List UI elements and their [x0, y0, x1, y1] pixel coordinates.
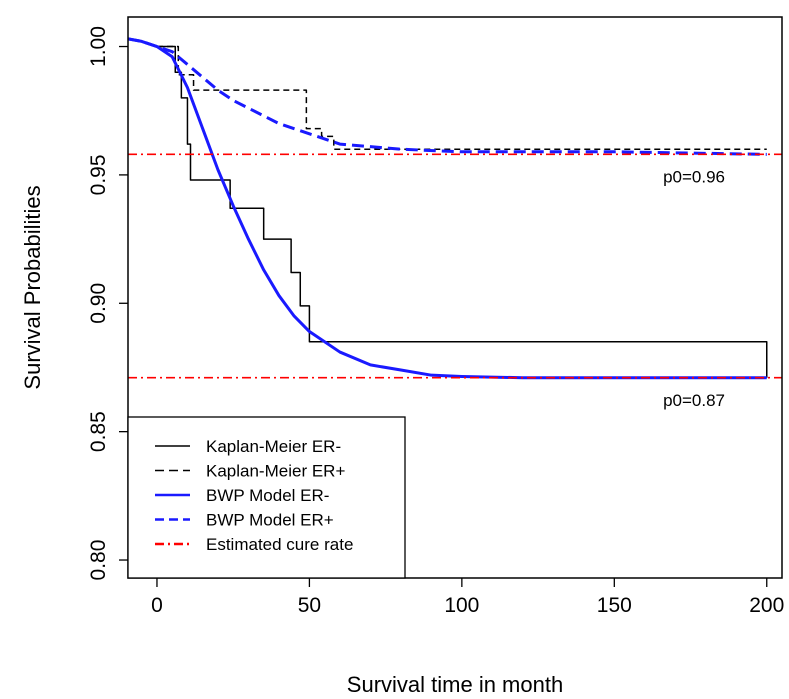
plot-frame [127, 16, 783, 579]
legend-label: Kaplan-Meier ER- [206, 437, 341, 456]
series-kaplan-meier-er [156, 45, 768, 378]
annotations: p0=0.96 p0=0.87 [663, 168, 725, 410]
y-tick-label: 0.95 [87, 154, 110, 195]
y-tick-label: 0.85 [87, 411, 110, 452]
y-axis-title: Survival Probabilities [20, 185, 45, 389]
x-axis: 0 50 100 150 200 [151, 578, 784, 617]
legend-label: BWP Model ER+ [206, 511, 334, 530]
x-tick-label: 150 [597, 594, 632, 617]
y-tick-label: 0.80 [87, 540, 110, 581]
legend-label: BWP Model ER- [206, 486, 329, 505]
legend-label: Kaplan-Meier ER+ [206, 462, 345, 481]
series-kaplan-meier-er [156, 45, 767, 150]
x-tick-label: 100 [444, 594, 479, 617]
cure-rate-lines [128, 153, 782, 379]
y-tick-label: 1.00 [87, 26, 110, 67]
series-bwp-model-er [128, 37, 767, 156]
legend: Kaplan-Meier ER- Kaplan-Meier ER+ BWP Mode… [127, 416, 406, 579]
series-layer [128, 37, 768, 380]
x-axis-title: Survival time in month [347, 672, 563, 697]
x-tick-label: 200 [749, 594, 784, 617]
x-tick-label: 0 [151, 594, 163, 617]
series-bwp-model-er [128, 37, 767, 380]
legend-box [127, 416, 406, 579]
y-axis: 0.80 0.85 0.90 0.95 1.00 [87, 26, 128, 580]
x-tick-label: 50 [298, 594, 321, 617]
cure-rate-annotation-1: p0=0.96 [663, 168, 725, 187]
legend-label: Estimated cure rate [206, 535, 353, 554]
y-tick-label: 0.90 [87, 283, 110, 324]
cure-rate-annotation-2: p0=0.87 [663, 391, 725, 410]
